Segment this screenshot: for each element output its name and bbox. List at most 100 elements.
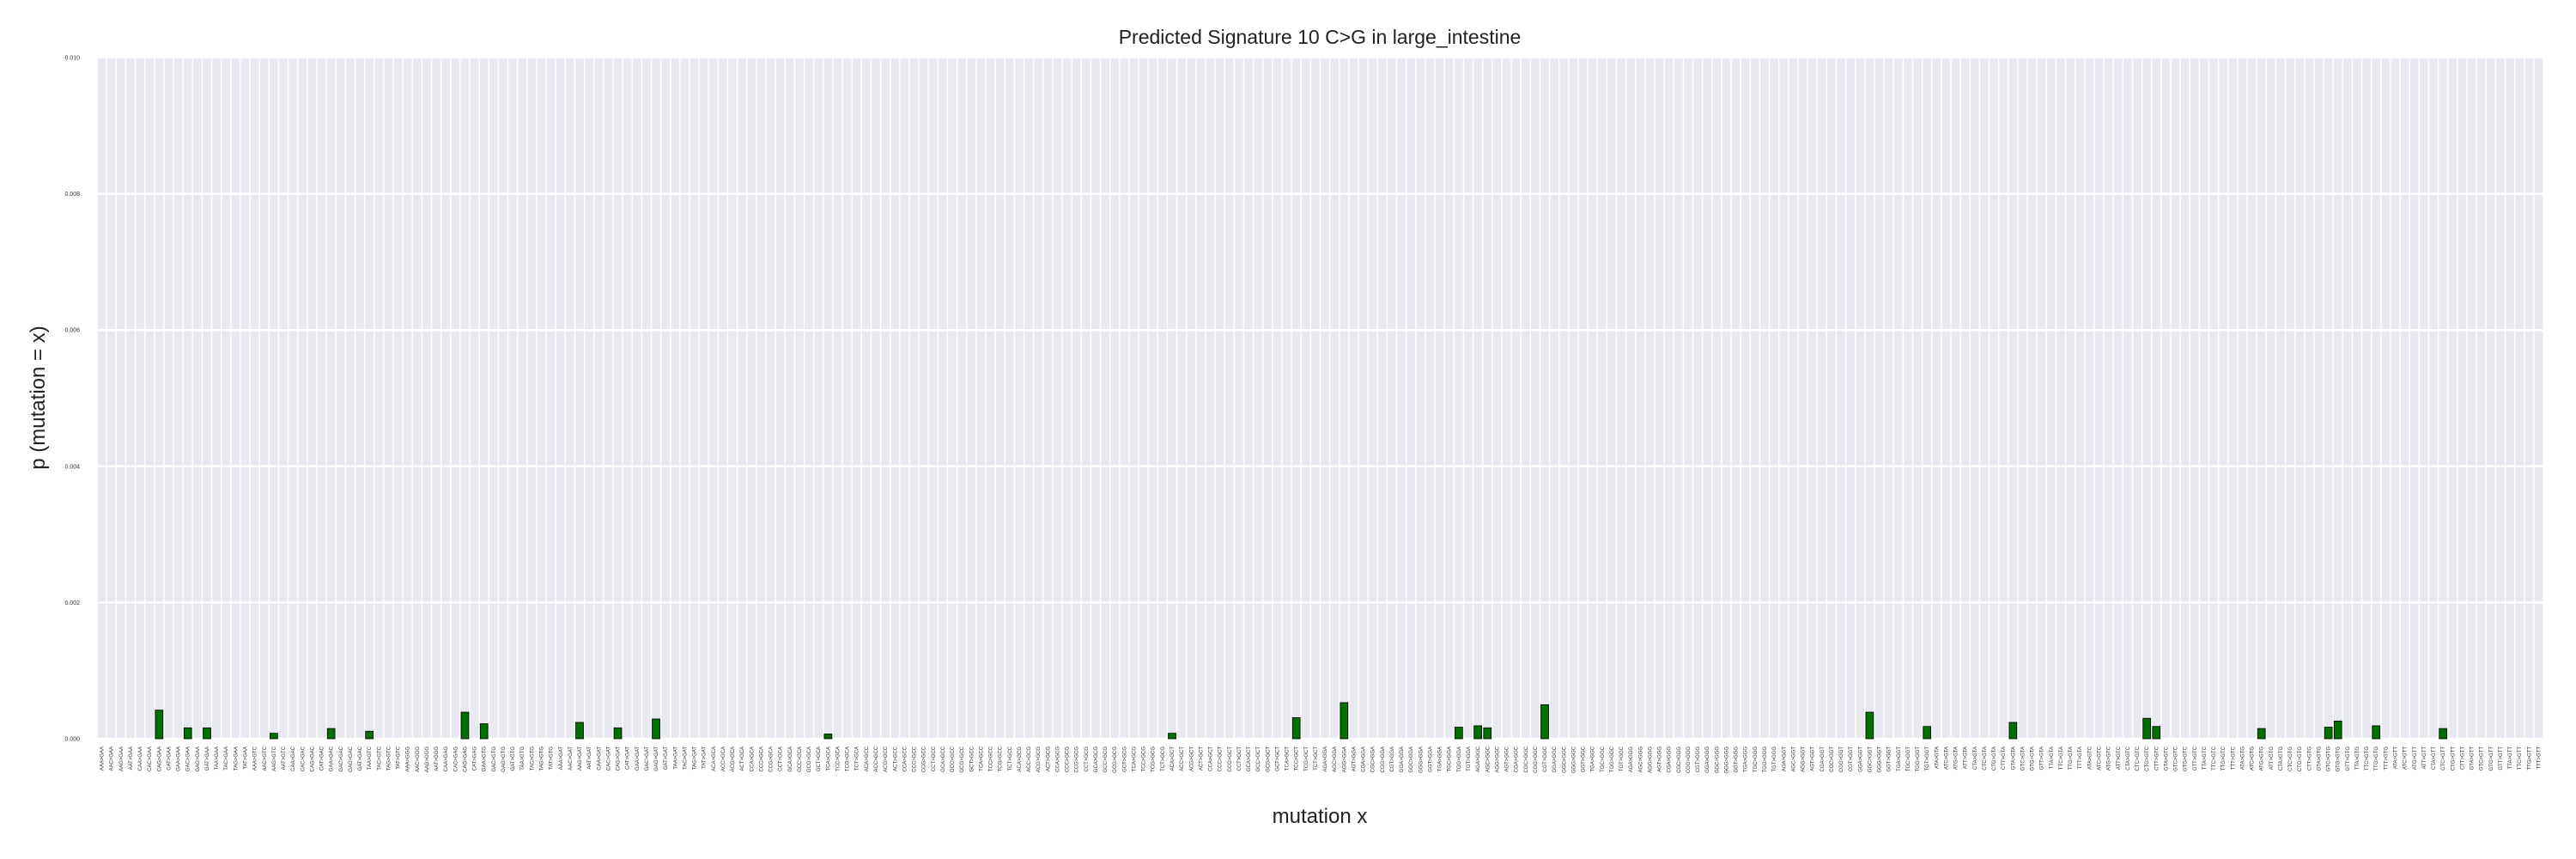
x-tick-label: CTA>GTG [2279,746,2284,771]
x-tick-label: GTA>GTC [2164,746,2169,771]
x-tick-label: CCG>GCG [1075,746,1080,773]
x-tick-label: TGT>GGG [1772,746,1777,772]
x-tick-label: GTC>GTG [2327,746,2332,772]
x-tick-label: TCC>GCA [835,746,841,771]
bar [613,727,623,740]
x-tick-label: AAG>GGG [425,746,430,773]
x-tick-label: TTC>GTT [2518,746,2523,770]
x-tick-label: CAT>GAG [473,746,478,771]
x-tick-label: GAA>GAC [330,746,335,771]
x-tick-label: CTA>GTA [1973,746,1978,770]
x-tick-label: TCT>GCA [855,746,860,771]
x-tick-label: GCA>GCT [1247,746,1252,772]
x-tick-label: TGC>GGG [1753,746,1759,773]
x-tick-label: CGC>GGA [1371,746,1376,772]
x-tick-label: CTC>GTC [2136,746,2141,771]
x-tick-label: TCC>GCG [1142,746,1147,772]
x-tick-label: GCG>GCT [1266,746,1271,772]
x-tick-label: GCG>GCA [807,746,812,772]
x-tick-label: TGA>GGT [1897,746,1902,771]
x-tick-label: TGT>GGC [1619,746,1625,771]
x-tick-label: AGT>GGA [1352,746,1357,771]
x-tick-label: GTT>GTA [2040,746,2045,770]
x-tick-label: CCT>GCA [779,746,784,771]
x-tick-label: CTC>GTG [2288,746,2293,771]
x-tick-label: TAG>GAT [693,746,698,771]
x-tick-label: AAA>GAT [559,746,564,771]
x-tick-label: ACG>GCT [1189,746,1194,772]
x-tick-label: TAA>GTG [520,746,526,771]
x-tick-label: AAT>GAT [587,746,592,770]
bar [2257,728,2266,740]
x-tick-label: GAA>GAT [635,746,641,771]
x-tick-label: GGT>GGG [1735,746,1740,773]
x-tick-label: GAT>GAT [664,746,669,771]
x-tick-label: TTA>GTA [2050,746,2055,769]
x-tick-label: TCT>GCC [1008,746,1013,771]
x-tick-label: GTT>GTT [2499,746,2504,771]
x-tick-label: TCA>GCA [826,746,831,771]
bar [1168,733,1176,740]
x-tick-label: AGC>GGC [1485,746,1491,772]
x-tick-label: CAT>GAT [626,746,631,770]
x-tick-label: CGT>GGT [1849,746,1854,772]
x-tick-label: GGT>GGA [1428,746,1433,772]
x-tick-label: ATA>GTA [1935,746,1940,769]
x-tick-label: TGA>GGG [1744,746,1749,772]
x-tick-label: CGG>GGC [1534,746,1539,773]
x-tick-label: GCC>GCA [798,746,803,772]
x-tick-label: CCA>GCA [750,746,755,771]
x-tick-label: AGG>GGA [1342,746,1347,772]
x-tick-label: TAC>GTG [530,746,535,771]
x-tick-label: ATG>GTA [1954,746,1959,770]
x-tick-label: ACC>GCA [721,746,726,771]
x-tick-label: CAA>GAA [138,746,143,771]
x-tick-label: TTA>GTT [2508,746,2513,770]
x-tick-label: GTG>GTT [2489,746,2494,771]
x-tick-label: TAG>GTC [386,746,392,771]
x-tick-label: CCG>GCT [1228,746,1233,772]
x-tick-label: CGA>GGA [1362,746,1367,772]
x-tick-label: ATT>GTG [2269,746,2275,771]
x-tick-label: CGG>GGG [1686,746,1692,774]
x-tick-label: GAC>GAA [186,746,191,771]
x-tick-label: TCC>GCC [989,746,994,771]
x-tick-label: CGC>GGG [1677,746,1682,773]
x-tick-label: CGC>GGC [1524,746,1529,772]
x-tick-label: TCC>GCT [1295,746,1300,771]
x-tick-label: AGA>GGA [1323,746,1328,772]
x-tick-label: TTT>GTG [2384,746,2389,771]
x-tick-label: TGC>GGT [1906,746,1911,772]
x-tick-label: TAA>GAT [673,746,678,770]
x-tick-label: AAT>GAA [129,746,134,770]
x-tick-label: GAG>GAC [349,746,354,772]
x-tick-label: AAG>GAT [578,746,583,771]
x-tick-label: TTG>GTT [2527,746,2532,771]
x-tick-label: GGC>GGT [1868,746,1873,773]
x-tick-label: TGG>GGT [1916,746,1921,772]
x-tick-label: CAG>GAC [310,746,315,771]
x-tick-label: TAA>GAA [215,746,220,770]
x-tick-label: GCC>GCC [951,746,956,772]
x-tick-label: ACC>GCG [1027,746,1032,772]
x-tick-label: CTT>GTA [2002,746,2007,770]
x-tick-label: CGA>GGT [1820,746,1826,772]
x-tick-label: ACT>GCA [740,746,745,771]
x-tick-label: GTA>GTA [2011,746,2016,770]
x-tick-label: AAG>GTC [272,746,277,771]
bar [479,723,489,740]
bar [365,730,374,740]
x-tick-labels: AAA>GAA AAC>GAA AAG>GAA AAT>GAA CAA>GAA CAC>G… [100,746,2543,773]
x-tick-label: CAA>GAG [444,746,449,772]
x-tick-label: TCG>GCG [1151,746,1157,772]
bar [1340,702,1349,740]
bars [155,702,2447,740]
x-tick-label: GTG>GTG [2336,746,2342,772]
x-tick-label: AAA>GAA [100,746,106,771]
x-tick-label: TAT>GAT [702,746,708,769]
x-tick-label: CTT>GTT [2460,746,2465,770]
x-tick-label: TGG>GGA [1457,746,1462,772]
x-tick-label: AGG>GGG [1648,746,1653,773]
x-tick-label: TGT>GGT [1925,746,1930,771]
x-tick-label: AGT>GGC [1505,746,1510,771]
